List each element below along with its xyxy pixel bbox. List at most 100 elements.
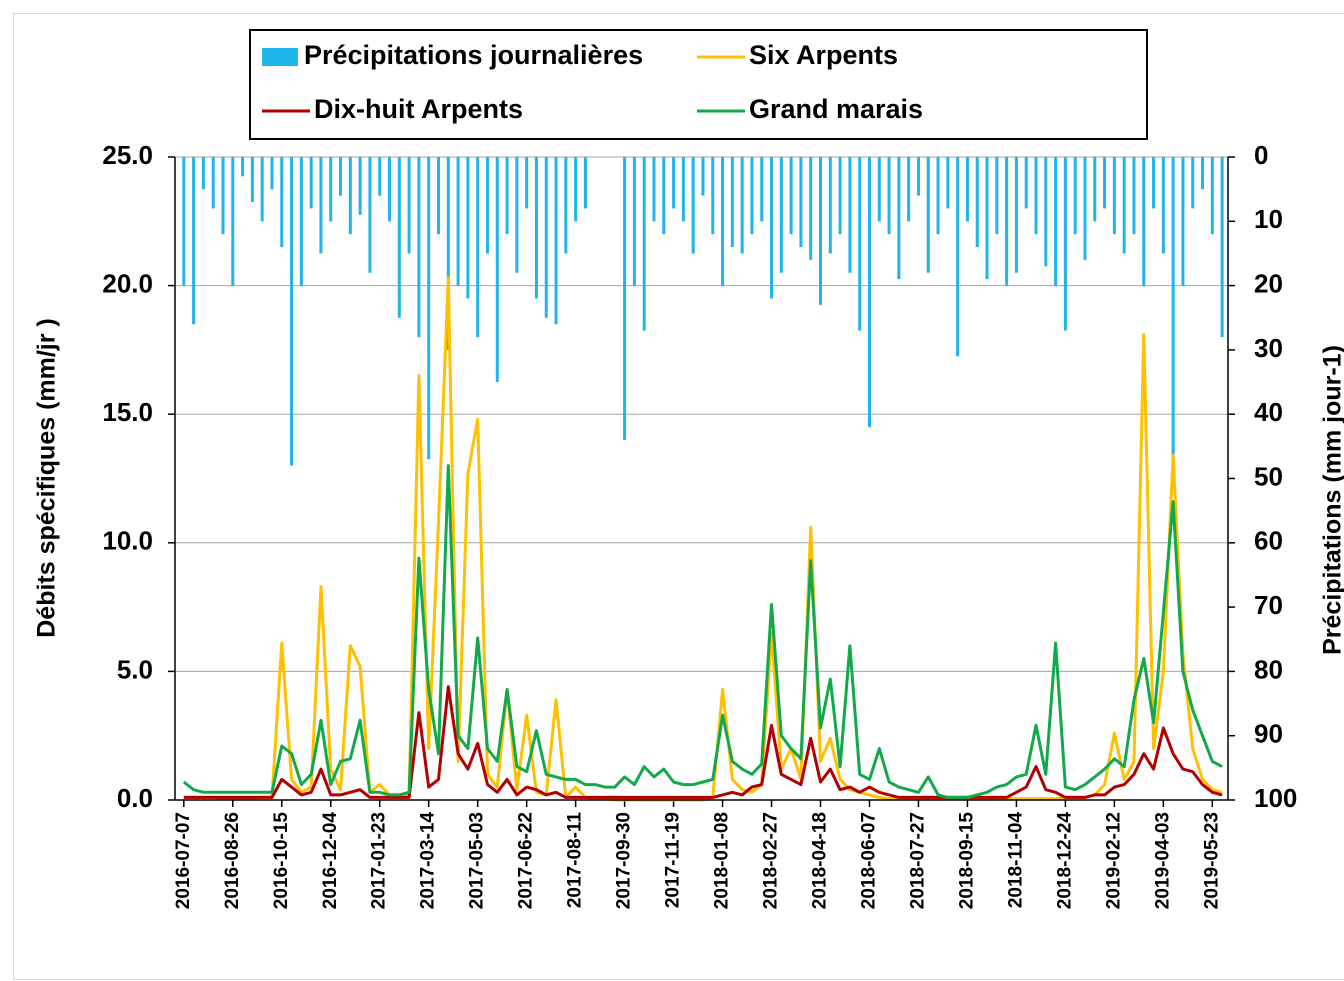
y-tick-label: 15.0 bbox=[102, 397, 153, 427]
precip-bar bbox=[436, 157, 440, 235]
x-tick-label: 2016-12-04 bbox=[320, 812, 341, 910]
precip-bar bbox=[907, 157, 911, 222]
y-tick-label: 25.0 bbox=[102, 140, 153, 170]
y-tick-label: 10.0 bbox=[102, 526, 153, 556]
precip-bar bbox=[417, 157, 421, 338]
y2-tick-label: 80 bbox=[1254, 654, 1283, 684]
y2-axis-label: Précipitations (mm jour-1) bbox=[1319, 345, 1344, 655]
precip-bar bbox=[946, 157, 950, 209]
chart-frame bbox=[13, 13, 1344, 980]
precip-bar bbox=[730, 157, 734, 248]
y2-tick-label: 70 bbox=[1254, 590, 1283, 620]
precip-bar bbox=[1152, 157, 1156, 209]
y2-tick-label: 90 bbox=[1254, 719, 1283, 749]
legend-swatch bbox=[262, 48, 298, 66]
precip-bar bbox=[750, 157, 754, 235]
precip-bar bbox=[691, 157, 695, 254]
legend-label: Six Arpents bbox=[749, 40, 898, 70]
precip-bar bbox=[1034, 157, 1038, 235]
precip-bar bbox=[583, 157, 587, 209]
series-line bbox=[183, 276, 1223, 802]
precip-bar bbox=[201, 157, 205, 190]
precip-bar bbox=[652, 157, 656, 222]
precip-bar bbox=[348, 157, 352, 235]
precip-bar bbox=[192, 157, 196, 325]
precip-bar bbox=[368, 157, 372, 273]
x-tick-label: 2017-03-14 bbox=[418, 812, 439, 910]
x-tick-label: 2018-02-27 bbox=[761, 812, 782, 909]
precip-bar bbox=[681, 157, 685, 222]
precip-bar bbox=[1054, 157, 1058, 286]
x-tick-label: 2016-07-07 bbox=[173, 812, 194, 909]
precip-bar bbox=[299, 157, 303, 286]
precip-bar bbox=[858, 157, 862, 331]
precip-bar bbox=[1142, 157, 1146, 286]
series-line bbox=[183, 685, 1223, 799]
precip-bar bbox=[877, 157, 881, 222]
precip-bar bbox=[721, 157, 725, 286]
precip-bar bbox=[476, 157, 480, 338]
precip-bar bbox=[1014, 157, 1018, 273]
x-tick-label: 2017-06-22 bbox=[516, 812, 537, 909]
precip-bar bbox=[1005, 157, 1009, 286]
x-tick-label: 2017-05-03 bbox=[467, 812, 488, 909]
x-tick-label: 2019-05-23 bbox=[1201, 812, 1222, 909]
precip-bar bbox=[211, 157, 215, 209]
x-tick-label: 2017-01-23 bbox=[369, 812, 390, 909]
x-tick-label: 2018-09-15 bbox=[956, 812, 977, 910]
x-tick-label: 2018-12-24 bbox=[1054, 812, 1075, 910]
precip-bar bbox=[799, 157, 803, 248]
precip-bar bbox=[809, 157, 813, 260]
legend-label: Précipitations journalières bbox=[304, 40, 643, 70]
precip-bar bbox=[887, 157, 891, 235]
y2-tick-label: 60 bbox=[1254, 526, 1283, 556]
legend-label: Grand marais bbox=[749, 94, 923, 124]
precip-bar bbox=[554, 157, 558, 325]
precip-bar bbox=[828, 157, 832, 254]
precip-bar bbox=[309, 157, 313, 209]
precip-bar bbox=[378, 157, 382, 196]
precip-bar bbox=[329, 157, 333, 222]
precip-bar bbox=[789, 157, 793, 235]
x-tick-label: 2017-11-19 bbox=[663, 812, 684, 908]
y-axis-label: Débits spécifiques (mm/jr ) bbox=[33, 318, 61, 638]
precip-bar bbox=[446, 157, 450, 350]
precip-bar bbox=[456, 157, 460, 286]
precip-bar bbox=[965, 157, 969, 222]
precip-bar bbox=[819, 157, 823, 305]
precip-bar bbox=[1103, 157, 1107, 209]
precip-bar bbox=[1083, 157, 1087, 260]
precip-bar bbox=[740, 157, 744, 254]
legend-box bbox=[249, 29, 1148, 140]
precip-bar bbox=[975, 157, 979, 248]
x-tick-label: 2016-08-26 bbox=[222, 812, 243, 909]
precip-bar bbox=[848, 157, 852, 273]
precip-bar bbox=[1063, 157, 1067, 331]
precip-bar bbox=[1210, 157, 1214, 235]
precip-bar bbox=[623, 157, 627, 440]
precip-bar bbox=[1220, 157, 1224, 338]
legend-label: Dix-huit Arpents bbox=[314, 94, 523, 124]
precip-bar bbox=[916, 157, 920, 196]
precip-bar bbox=[1171, 157, 1175, 473]
x-tick-label: 2018-06-07 bbox=[859, 812, 880, 909]
y2-tick-label: 0 bbox=[1254, 140, 1268, 170]
precip-bar bbox=[574, 157, 578, 222]
precip-bar bbox=[505, 157, 509, 235]
precip-bar bbox=[701, 157, 705, 196]
precip-bar bbox=[662, 157, 666, 235]
y2-tick-label: 20 bbox=[1254, 268, 1283, 298]
precip-bar bbox=[339, 157, 343, 196]
precip-bar bbox=[760, 157, 764, 222]
precip-bar bbox=[250, 157, 254, 203]
precip-bar bbox=[1093, 157, 1097, 222]
precip-bar bbox=[1044, 157, 1048, 267]
precip-bar bbox=[397, 157, 401, 318]
x-tick-label: 2019-04-03 bbox=[1152, 812, 1173, 909]
precip-bar bbox=[260, 157, 264, 222]
precip-bar bbox=[241, 157, 245, 177]
precip-bar bbox=[270, 157, 274, 190]
precip-bar bbox=[1201, 157, 1205, 190]
precip-bar bbox=[672, 157, 676, 209]
